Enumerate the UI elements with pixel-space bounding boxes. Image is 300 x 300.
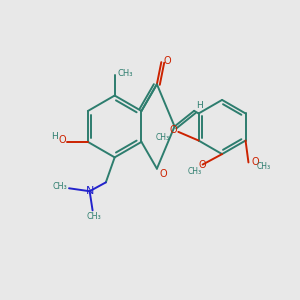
Text: O: O: [164, 56, 171, 66]
Text: O: O: [58, 135, 66, 146]
Text: CH₃: CH₃: [87, 212, 101, 221]
Text: O: O: [251, 158, 259, 167]
Text: H: H: [196, 101, 203, 110]
Text: CH₃: CH₃: [117, 69, 133, 78]
Text: O: O: [199, 160, 206, 170]
Text: N: N: [85, 186, 94, 196]
Text: O: O: [169, 125, 177, 135]
Text: CH₃: CH₃: [257, 162, 271, 171]
Text: CH₃: CH₃: [156, 133, 170, 142]
Text: O: O: [160, 169, 167, 179]
Text: CH₃: CH₃: [187, 167, 202, 176]
Text: CH₃: CH₃: [52, 182, 67, 191]
Text: H: H: [51, 132, 57, 141]
